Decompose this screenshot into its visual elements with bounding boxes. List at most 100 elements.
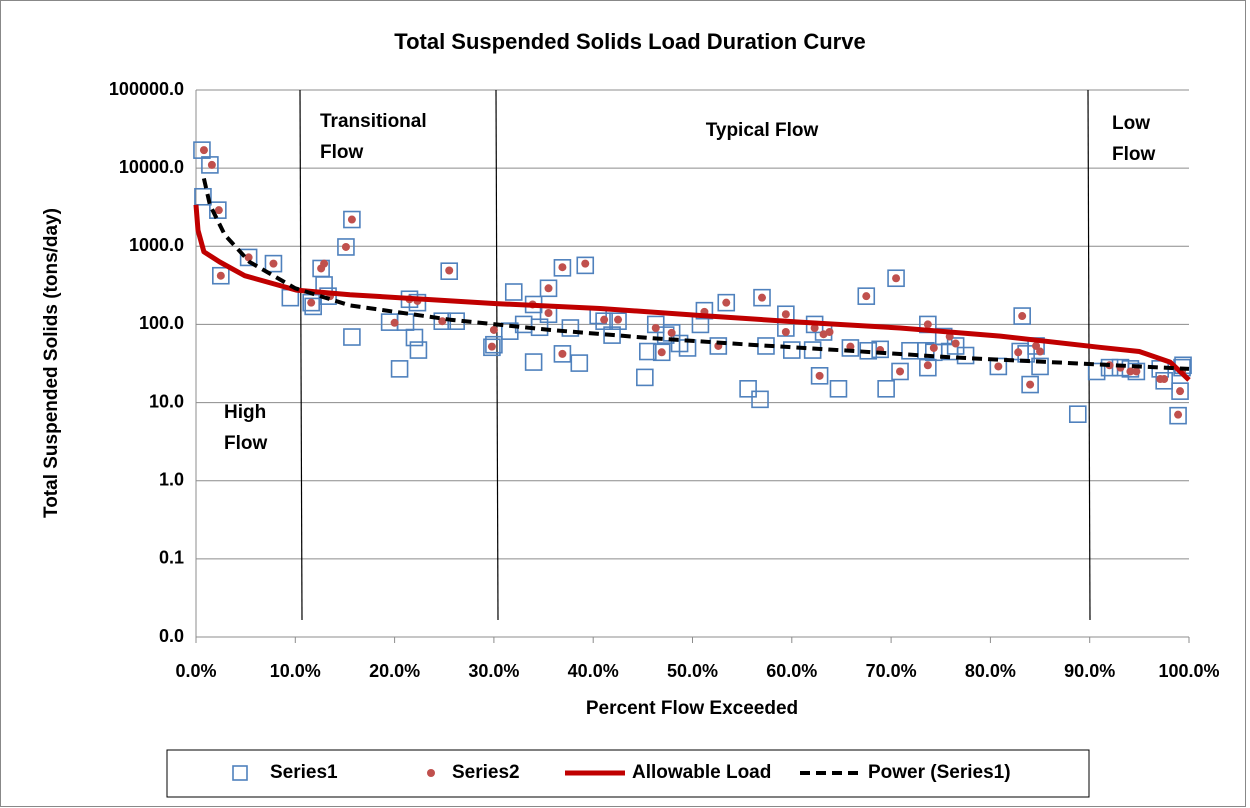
series2-point [199,146,208,155]
x-tick-label: 40.0% [568,661,619,681]
y-axis-title: Total Suspended Solids (tons/day) [41,208,62,518]
series2-point [244,253,253,262]
series2-point [341,242,350,251]
series1-point [209,201,227,219]
series2-point [758,293,767,302]
series1-point [782,341,801,359]
series1-point [553,259,572,277]
series1-point [810,367,829,385]
x-tick-label: 50.0% [667,661,718,681]
x-tick-label: 30.0% [468,661,519,681]
series2-point [207,160,216,169]
series2-point [1026,380,1035,389]
series1-point [390,360,409,378]
series2-point [810,324,819,333]
series1-point [829,380,848,398]
legend-swatch [427,769,435,777]
y-tick-label: 10000.0 [119,157,184,177]
annotation: High Flow [224,402,267,454]
x-tick-label: 90.0% [1064,661,1115,681]
series2-point [489,325,498,334]
legend-items: Series1 Series2 Allowable Load Power (Serie… [232,762,1011,783]
series1-point [609,312,627,330]
series2-point [307,298,316,307]
series1-point [1031,357,1049,376]
series1-point [652,343,671,362]
series1-point [440,262,459,280]
series2-point [487,342,496,351]
series1-point [485,335,503,354]
legend-swatch [232,765,248,781]
series2-point [722,298,731,307]
series1-point [239,248,258,267]
series2-point [600,315,609,324]
series2-point [614,315,623,324]
x-tick-label: 10.0% [270,661,321,681]
series2-point [1132,367,1141,376]
series1-point [304,297,322,316]
x-tick-label: 0.0% [175,661,216,681]
series1-point [500,322,519,340]
series1-point [504,283,523,301]
chart-title: Total Suspended Solids Load Duration Cur… [394,29,865,54]
series2-point [781,310,790,319]
series1-point [946,337,965,355]
series1-point [264,254,283,273]
series2-point [214,206,223,215]
series1-point [405,328,424,347]
series1-point [553,345,572,363]
series1-point [1021,375,1039,394]
series2-point [558,349,567,358]
series1-point [201,156,219,174]
legend [166,749,1090,798]
x-tick-label: 100.0% [1158,661,1219,681]
legend-label: Series2 [452,762,520,783]
series2-point [1174,410,1183,419]
series1-point [753,288,771,307]
series1-point [871,340,889,359]
series2-point [1014,348,1023,357]
series1-point [1169,406,1187,425]
series2-point [320,259,329,268]
series2-point [1160,375,1169,384]
y-tick-label: 0.0 [159,626,184,646]
series1-point [1155,371,1173,390]
series1-point [603,326,621,344]
series2-point [951,339,960,348]
series2-point [923,320,932,329]
x-tick-label: 70.0% [866,661,917,681]
series1-point [561,319,580,337]
trend-line [201,177,1190,371]
series1-point [1013,307,1031,325]
series2-point [651,324,660,333]
series1-point [409,341,428,359]
series2-point [667,328,676,337]
series2-point [269,259,278,268]
series2-point [929,343,938,352]
annotation: Transitional Flow [320,111,427,163]
series1-point [739,380,757,398]
series1-point [1068,405,1087,423]
series1-point [343,328,361,346]
series1-point [989,357,1008,376]
series2-point [846,342,855,351]
series1-point [639,342,657,361]
series2-point [438,317,447,326]
series1-point [709,337,728,355]
series2-point [1176,387,1185,396]
y-tick-label: 0.1 [159,548,184,568]
series1-point [1087,362,1106,381]
series1-point [877,380,895,398]
series2-point [445,266,454,275]
y-tick-label: 100.0 [139,313,184,333]
x-tick-label: 20.0% [369,661,420,681]
series2-point [815,371,824,380]
zone-line [1087,89,1091,621]
series2-point [1036,347,1045,356]
y-tick-label: 100000.0 [109,79,184,99]
annotation: Typical Flow [706,120,819,141]
series1-point [717,293,736,312]
series2-point [544,284,553,293]
